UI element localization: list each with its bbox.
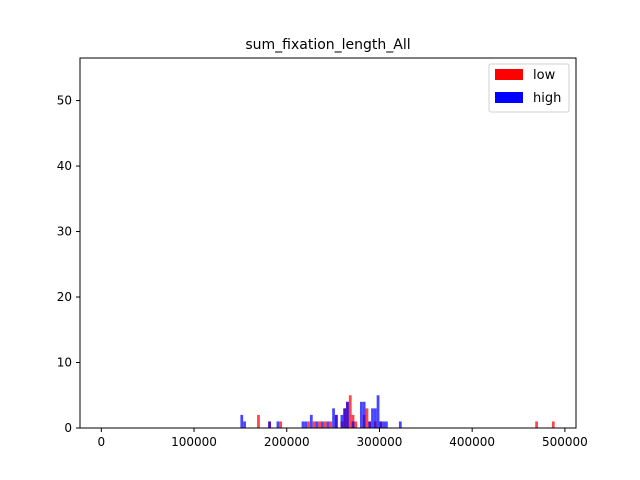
- bar-low-6: [323, 421, 327, 428]
- bar-high-13: [343, 408, 347, 428]
- bar-high-23: [382, 421, 386, 428]
- bar-high-9: [326, 421, 330, 428]
- chart-title: sum_fixation_length_All: [245, 37, 410, 53]
- bar-high-12: [340, 414, 344, 428]
- bar-high-21: [376, 395, 380, 428]
- legend: low high: [488, 63, 570, 113]
- y-tick-label-1: 10: [57, 356, 72, 370]
- bar-high-15: [351, 421, 355, 428]
- bar-high-22: [379, 421, 383, 428]
- legend-label-high: high: [533, 91, 561, 106]
- bar-high-18: [368, 421, 372, 428]
- legend-swatch-high: [495, 92, 523, 103]
- bar-low-5: [318, 421, 322, 428]
- y-tick-label-3: 30: [57, 225, 72, 239]
- bar-low-7: [329, 421, 333, 428]
- x-tick-label-4: 400000: [449, 435, 495, 449]
- bar-low-3: [307, 421, 310, 428]
- y-tick-label-4: 40: [57, 159, 72, 173]
- bar-high-10: [332, 408, 335, 428]
- bar-high-0: [240, 414, 244, 428]
- bars-layer: [240, 395, 555, 428]
- bar-high-16: [359, 401, 363, 428]
- x-tick-label-3: 300000: [357, 435, 403, 449]
- bar-high-1: [243, 421, 246, 428]
- bar-high-3: [276, 421, 280, 428]
- bar-high-25: [398, 421, 402, 428]
- x-tick-label-0: 0: [98, 435, 106, 449]
- y-axis: 0 10 20 30 40 50: [57, 94, 80, 435]
- bar-low-21: [551, 421, 555, 428]
- bar-high-7: [315, 421, 319, 428]
- bar-high-19: [371, 408, 374, 428]
- x-tick-label-1: 100000: [171, 435, 217, 449]
- bar-high-6: [309, 414, 313, 428]
- legend-swatch-low: [495, 69, 523, 80]
- bar-low-16: [365, 408, 369, 428]
- bar-low-14: [354, 421, 358, 428]
- bar-low-20: [535, 421, 538, 428]
- bar-low-12: [348, 395, 352, 428]
- y-tick-label-5: 50: [57, 94, 72, 108]
- x-tick-label-5: 500000: [542, 435, 588, 449]
- bar-high-2: [268, 421, 271, 428]
- bar-high-17: [362, 401, 366, 428]
- axes-frame: [79, 57, 577, 429]
- bar-high-24: [385, 421, 388, 428]
- bar-high-20: [373, 408, 377, 428]
- bar-high-11: [334, 414, 338, 428]
- bar-high-4: [301, 421, 305, 428]
- bar-high-14: [346, 401, 349, 428]
- bar-high-5: [304, 421, 308, 428]
- y-tick-label-0: 0: [64, 421, 72, 435]
- legend-label-low: low: [533, 68, 556, 83]
- x-axis: 0 100000 200000 300000 400000 500000: [98, 428, 588, 449]
- bar-low-0: [257, 414, 260, 428]
- bar-high-8: [321, 421, 324, 428]
- x-tick-label-2: 200000: [264, 435, 310, 449]
- bar-low-2: [279, 421, 283, 428]
- bar-low-4: [312, 421, 316, 428]
- y-tick-label-2: 20: [57, 290, 72, 304]
